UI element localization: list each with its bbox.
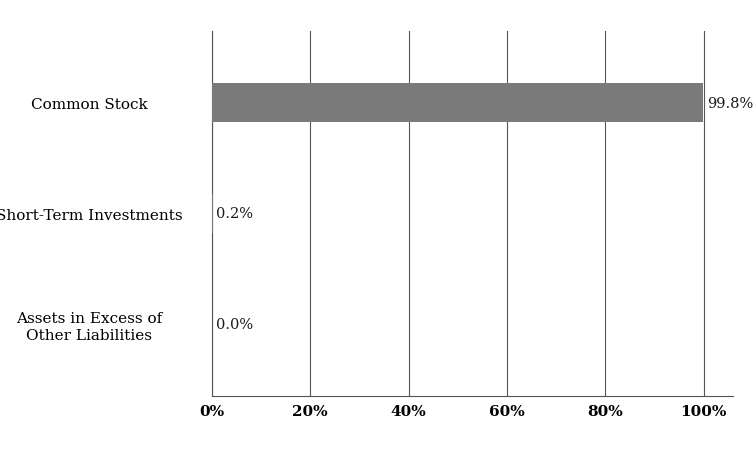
Bar [212,84,703,123]
Text: 99.8%: 99.8% [707,96,753,111]
Text: 0.2%: 0.2% [215,207,253,221]
Text: 0.0%: 0.0% [215,317,253,331]
